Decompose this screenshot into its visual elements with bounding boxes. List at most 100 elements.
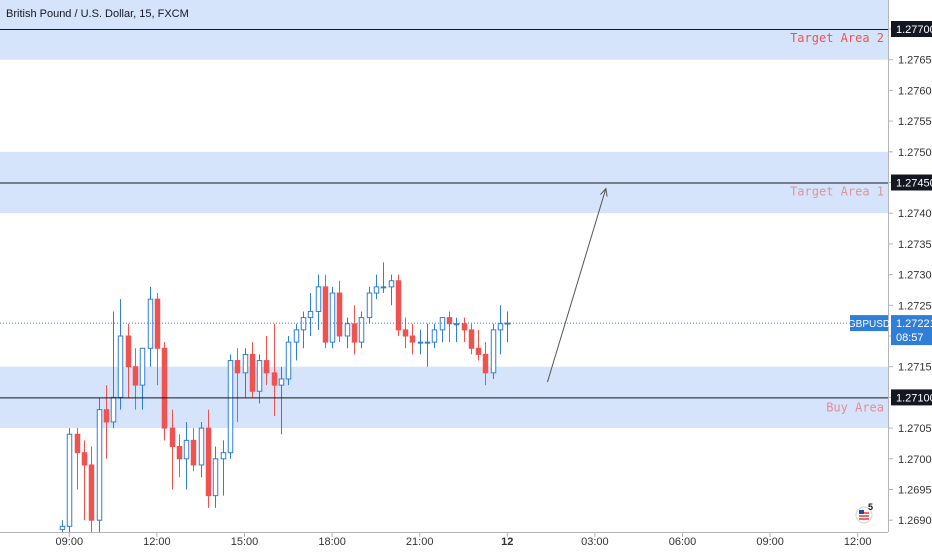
candle-body[interactable] <box>315 286 322 312</box>
price-tick-label: 1.27600 <box>898 85 932 97</box>
candle-body[interactable] <box>234 360 241 374</box>
candle-body[interactable] <box>103 409 110 423</box>
level-price-tag-text: 1.27450 <box>896 178 932 190</box>
candle-body[interactable] <box>439 317 446 331</box>
price-tick-label: 1.26900 <box>898 515 932 527</box>
price-tick-label: 1.27050 <box>898 423 932 435</box>
time-tick-label: 12:00 <box>143 536 171 548</box>
candle-body[interactable] <box>424 341 431 344</box>
candle-body[interactable] <box>183 439 190 460</box>
price-tick-label: 1.27550 <box>898 116 932 128</box>
candle-body[interactable] <box>344 323 351 337</box>
candle-body[interactable] <box>132 366 139 386</box>
zone-label: Buy Area <box>826 400 884 414</box>
price-axis[interactable]: 1.26900 1.26950 1.27000 1.27050 1.27100 1.271… <box>889 24 932 527</box>
candle-body[interactable] <box>402 329 409 337</box>
candle-body[interactable] <box>169 427 176 448</box>
candle-body[interactable] <box>468 329 475 349</box>
candle-body[interactable] <box>139 347 146 386</box>
candle-body[interactable] <box>366 292 373 319</box>
time-tick-label: 12 <box>501 536 513 548</box>
candle-body[interactable] <box>154 298 161 349</box>
price-tick-label: 1.27000 <box>898 454 932 466</box>
price-tick-label: 1.27350 <box>898 239 932 251</box>
candle-body[interactable] <box>198 427 205 466</box>
candle-body[interactable] <box>249 353 256 392</box>
candle-body[interactable] <box>307 310 314 319</box>
candle-body[interactable] <box>117 335 124 398</box>
price-tick-label: 1.27400 <box>898 208 932 220</box>
candle-body[interactable] <box>490 329 497 374</box>
arrow-head-icon <box>600 187 608 197</box>
candle-body[interactable] <box>190 439 197 466</box>
candle-body[interactable] <box>147 298 154 349</box>
candle-body[interactable] <box>88 464 95 521</box>
candle-body[interactable] <box>176 446 183 460</box>
candle-body[interactable] <box>380 286 387 289</box>
candle-body[interactable] <box>293 329 300 343</box>
candle-body[interactable] <box>125 335 132 368</box>
candle-body[interactable] <box>482 353 489 374</box>
candle-body[interactable] <box>300 317 307 331</box>
price-tick-label: 1.27500 <box>898 147 932 159</box>
candle-body[interactable] <box>96 409 103 521</box>
candle-body[interactable] <box>271 372 278 386</box>
candle-body[interactable] <box>351 323 358 343</box>
candle-body[interactable] <box>453 323 460 326</box>
candle-body[interactable] <box>74 433 81 454</box>
candle-body[interactable] <box>205 427 212 497</box>
candle-body[interactable] <box>220 452 227 460</box>
projection-arrow[interactable] <box>546 188 607 383</box>
candle-body[interactable] <box>497 323 504 331</box>
candle-body[interactable] <box>110 396 117 423</box>
time-tick-label: 15:00 <box>231 536 259 548</box>
candle-body[interactable] <box>461 323 468 331</box>
time-tick-label: 09:00 <box>756 536 784 548</box>
candle-body[interactable] <box>358 317 365 343</box>
candle-body[interactable] <box>242 353 249 374</box>
level-price-tag <box>891 21 932 37</box>
flag-canton-icon <box>859 510 864 514</box>
candle-body[interactable] <box>388 280 395 288</box>
candle-body[interactable] <box>66 433 73 527</box>
candle-body[interactable] <box>336 292 343 337</box>
candle-body[interactable] <box>475 347 482 355</box>
time-tick-label: 09:00 <box>56 536 84 548</box>
price-tick-label: 1.27300 <box>898 270 932 282</box>
candle-body[interactable] <box>59 525 66 530</box>
price-tick-label: 1.27250 <box>898 300 932 312</box>
candles-layer <box>59 262 511 533</box>
time-tick-label: 12:00 <box>844 536 872 548</box>
candle-body[interactable] <box>446 317 453 325</box>
candle-body[interactable] <box>395 280 402 331</box>
candle-body[interactable] <box>227 360 234 454</box>
zone-label: Target Area 1 <box>790 185 884 199</box>
candle-body[interactable] <box>409 335 416 343</box>
price-labels: 1.27700 1.27450 1.27100 1.27221 08:57 GBPUSD <box>848 21 932 406</box>
time-tick-label: 18:00 <box>318 536 346 548</box>
candle-body[interactable] <box>161 347 168 429</box>
time-axis[interactable]: 09:00 12:00 15:00 18:00 21:00 12 03:00 06:00 09:… <box>56 533 872 548</box>
tradingview-logo[interactable]: 5 <box>855 502 873 524</box>
candle-body[interactable] <box>278 378 285 386</box>
candle-body[interactable] <box>285 341 292 380</box>
candle-body[interactable] <box>329 292 336 343</box>
symbol-tag <box>850 315 888 332</box>
candle-body[interactable] <box>431 329 438 343</box>
candle-body[interactable] <box>81 452 88 466</box>
level-price-tag-text: 1.27100 <box>896 392 932 404</box>
candle-body[interactable] <box>263 360 270 374</box>
candle-body[interactable] <box>256 360 263 392</box>
candle-body[interactable] <box>417 341 424 344</box>
current-price-countdown: 08:57 <box>896 332 924 344</box>
symbol-title: British Pound / U.S. Dollar, 15, FXCM <box>6 8 189 20</box>
zones-layer <box>0 0 888 429</box>
zone-label: Target Area 2 <box>790 31 884 45</box>
candle-body[interactable] <box>373 286 380 294</box>
candle-body[interactable] <box>322 286 329 343</box>
level-price-tag <box>891 174 932 191</box>
candle-body[interactable] <box>212 458 219 497</box>
